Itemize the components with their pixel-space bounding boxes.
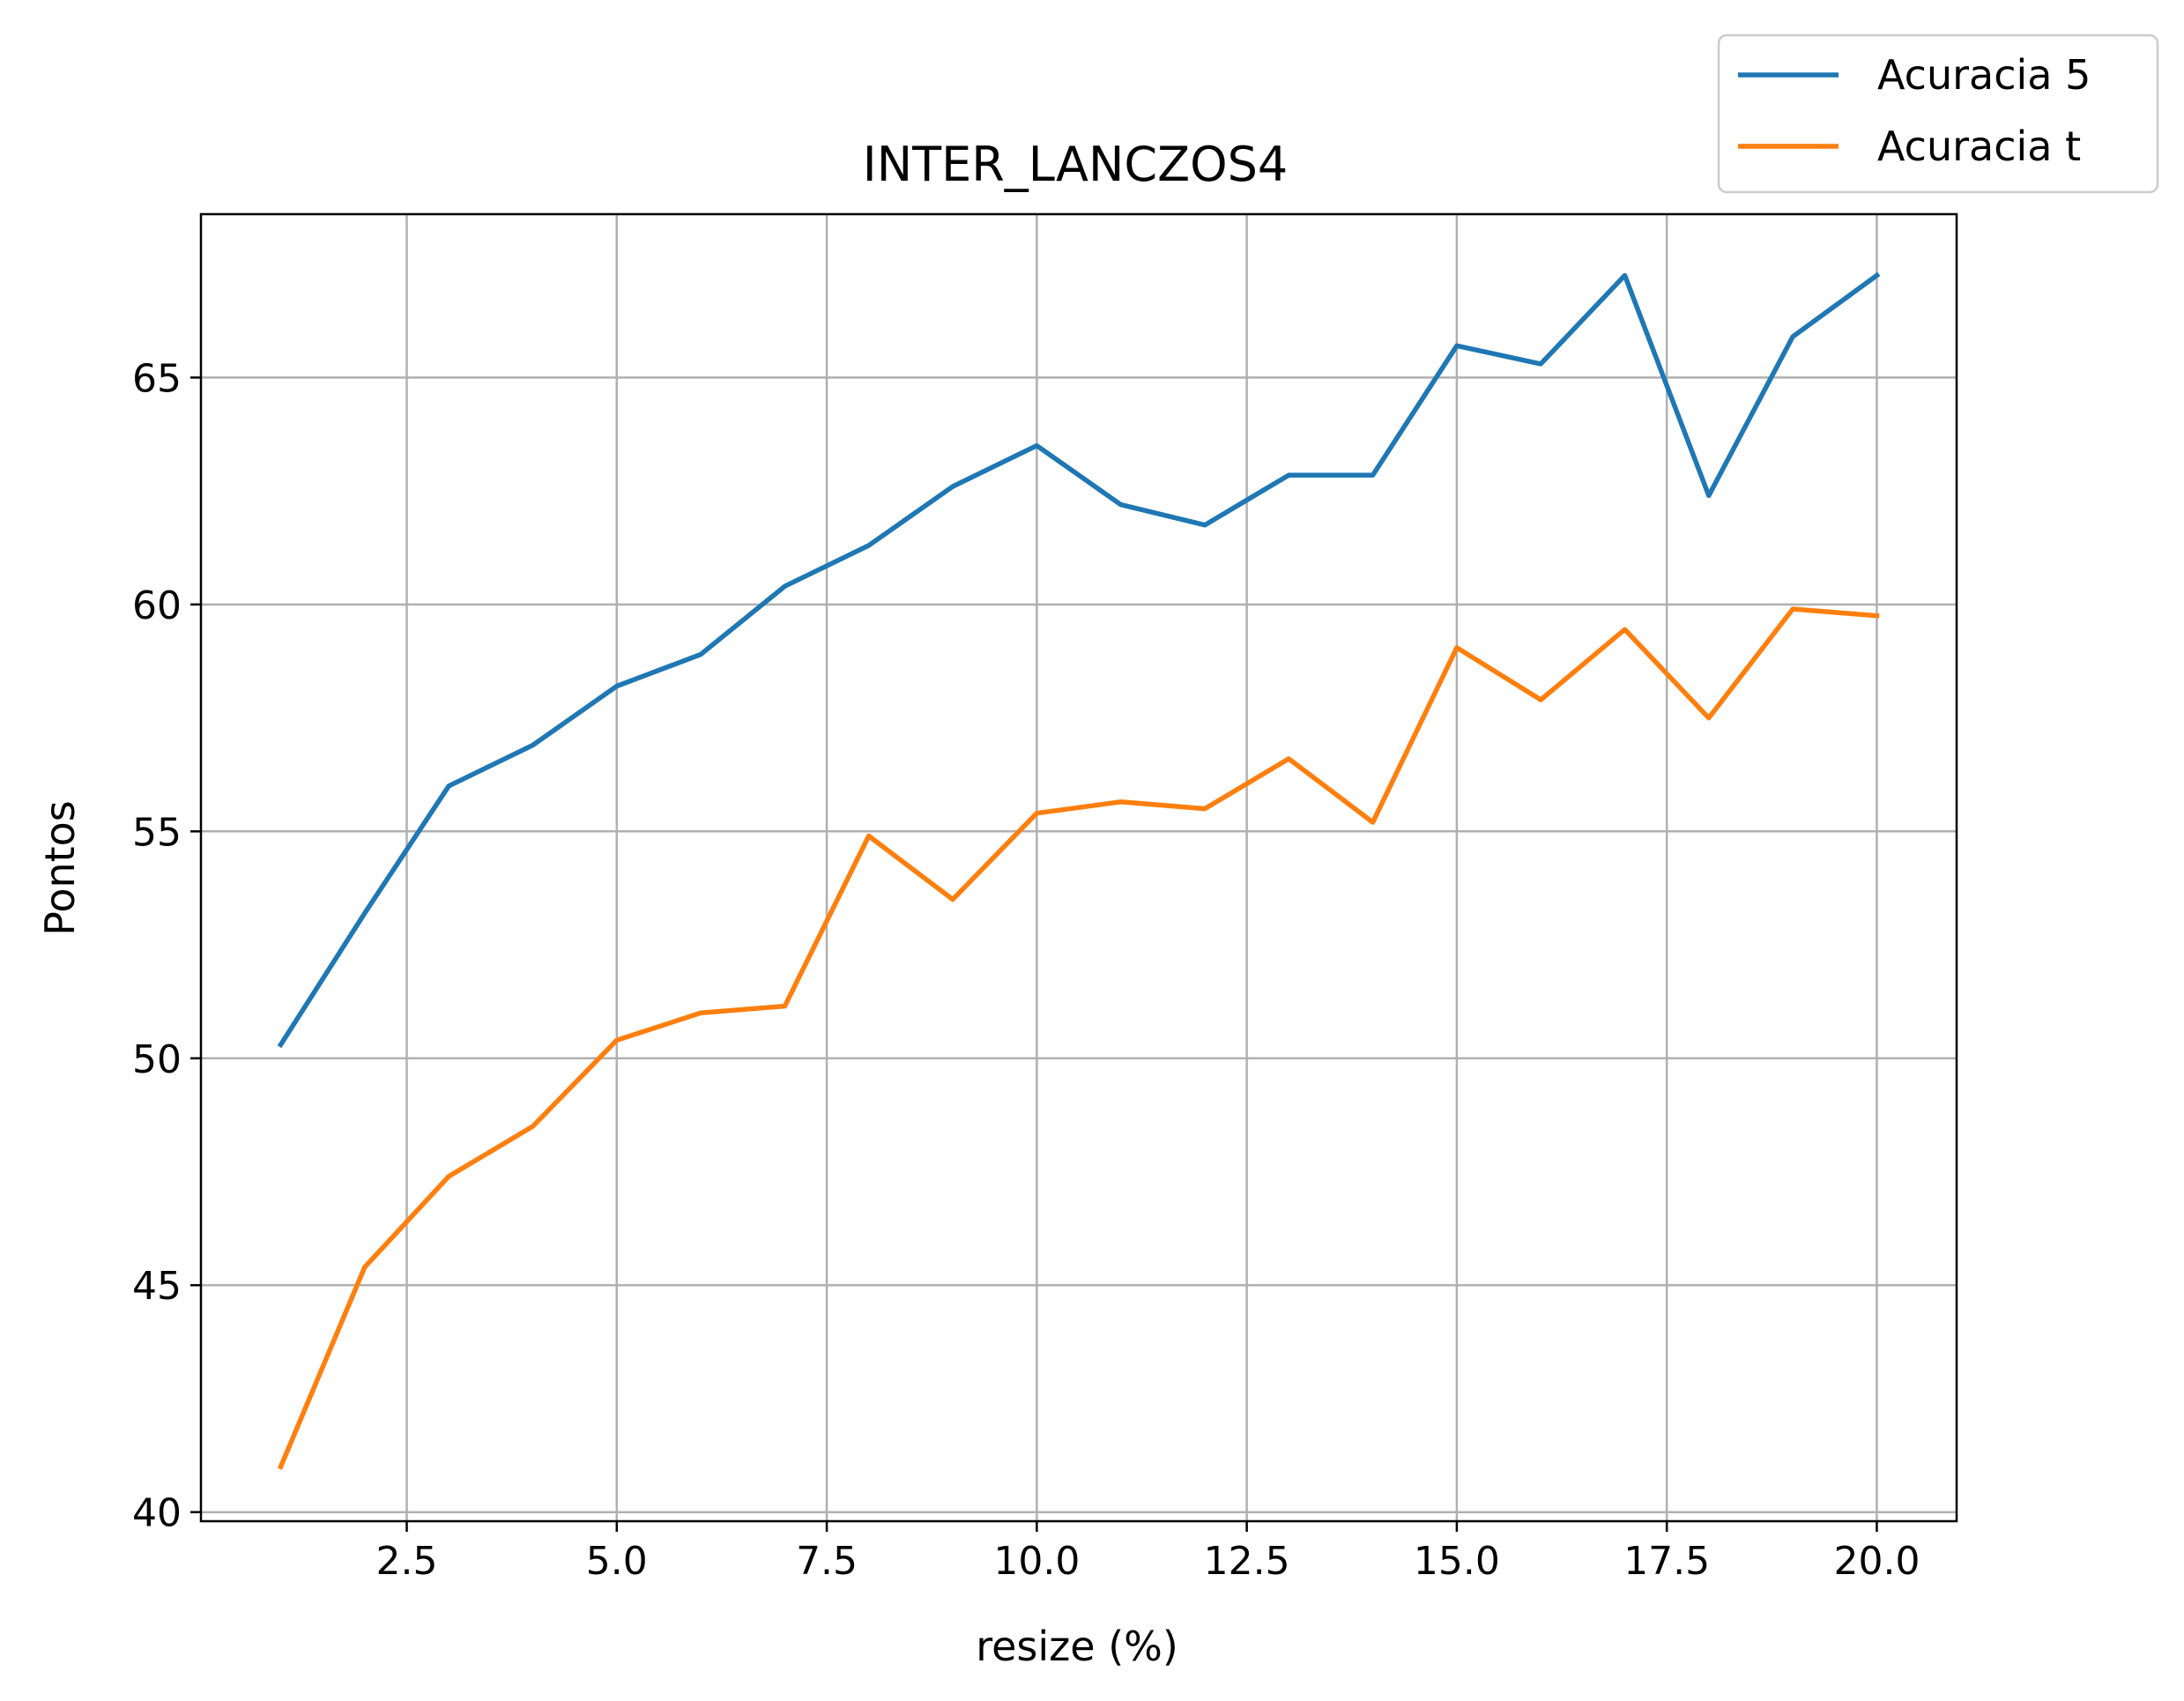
y-tick-label: 55 bbox=[132, 810, 182, 855]
legend-label-acuracia-t: Acuracia t bbox=[1877, 123, 2081, 170]
grid-lines bbox=[201, 214, 1957, 1521]
x-tick-label: 15.0 bbox=[1414, 1539, 1500, 1584]
chart-title: INTER_LANCZOS4 bbox=[863, 137, 1288, 192]
plot-frame bbox=[199, 212, 1958, 1523]
y-tick-label: 45 bbox=[132, 1264, 182, 1309]
x-tick-label: 10.0 bbox=[993, 1539, 1080, 1584]
y-tick-label: 65 bbox=[132, 356, 182, 401]
x-tick-label: 2.5 bbox=[376, 1539, 438, 1584]
y-tick-label: 40 bbox=[132, 1491, 182, 1536]
x-axis: 2.5 5.0 7.5 10.0 12.5 15.0 17.5 20.0 bbox=[376, 1521, 1920, 1584]
series-line-acuracia-5 bbox=[277, 271, 1881, 1049]
legend-label-acuracia-5: Acuracia 5 bbox=[1877, 51, 2091, 99]
y-tick-label: 50 bbox=[132, 1037, 182, 1082]
y-axis-label: Pontos bbox=[36, 800, 84, 936]
x-tick-label: 12.5 bbox=[1204, 1539, 1290, 1584]
x-tick-label: 17.5 bbox=[1623, 1539, 1710, 1584]
y-axis: 40 45 50 55 60 65 bbox=[132, 356, 201, 1536]
series-layer bbox=[277, 271, 1881, 1470]
x-tick-label: 7.5 bbox=[796, 1539, 858, 1584]
x-tick-label: 5.0 bbox=[586, 1539, 648, 1584]
x-tick-label: 20.0 bbox=[1833, 1539, 1920, 1584]
y-tick-label: 60 bbox=[132, 583, 182, 628]
legend: Acuracia 5 Acuracia t bbox=[1717, 33, 2159, 194]
series-line-acuracia-t bbox=[277, 606, 1880, 1470]
x-axis-label: resize (%) bbox=[976, 1623, 1178, 1670]
